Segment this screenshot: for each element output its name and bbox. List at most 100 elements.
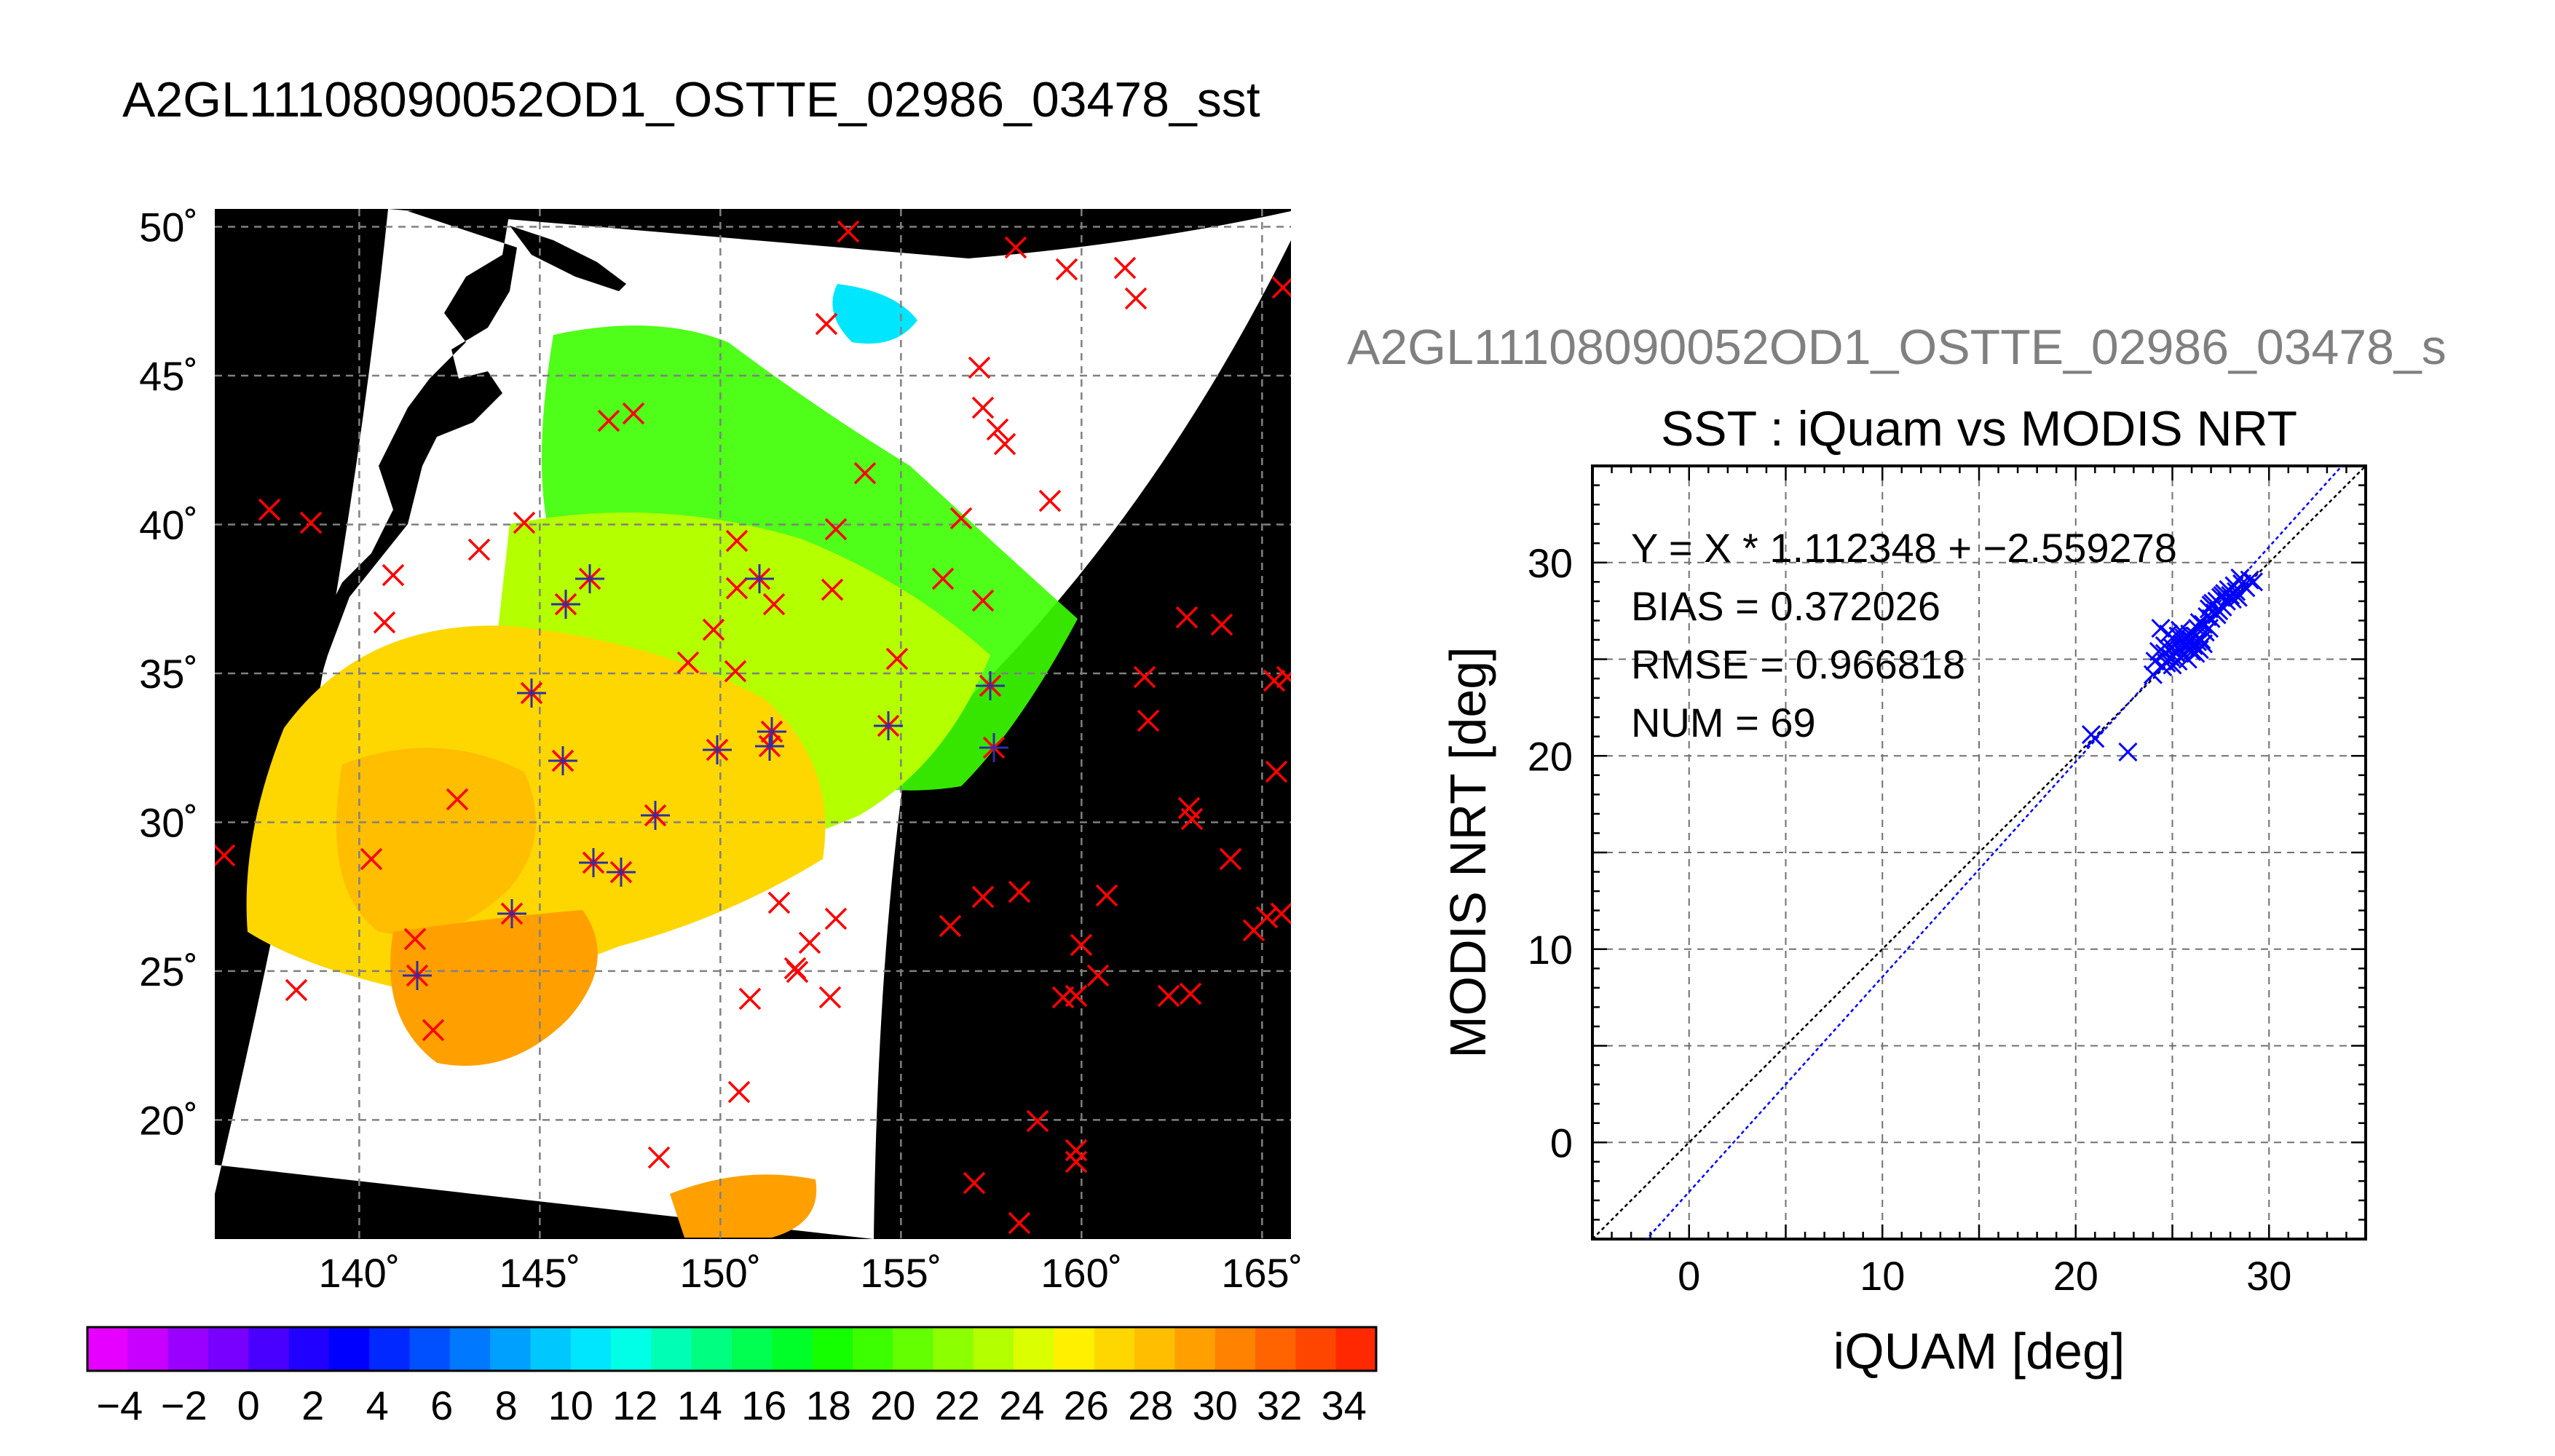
station-marker-matched: [497, 899, 526, 928]
station-marker-red: [767, 891, 791, 914]
station-marker-red: [1008, 880, 1031, 903]
colorbar-frame: [86, 1326, 1378, 1372]
colorbar-cell: [1255, 1327, 1296, 1371]
sst-map-panel: 50˚ 45˚ 40˚ 35˚ 30˚ 25˚ 20˚ 140˚ 145˚ 150˚ 155˚ 16…: [139, 205, 1303, 1296]
colorbar-tick-label: 2: [301, 1382, 324, 1428]
station-marker-red: [403, 927, 427, 951]
station-marker-matched: [755, 732, 784, 761]
map-gridlines: [215, 209, 1291, 1239]
scatter-point: [2163, 638, 2182, 657]
colorbar-cell: [1134, 1327, 1175, 1371]
station-marker-red: [1210, 613, 1233, 636]
scatter-point: [2155, 636, 2174, 655]
colorbar-tick-label: 22: [935, 1382, 980, 1428]
x-axis-label: iQUAM [deg]: [1833, 1323, 2125, 1380]
map-lon-label: 155˚: [860, 1250, 941, 1296]
station-marker-red: [724, 660, 747, 683]
station-marker-red: [1157, 984, 1180, 1008]
station-marker-red: [815, 312, 838, 336]
scatter-point: [2227, 582, 2246, 601]
scatter-point: [2118, 742, 2138, 762]
chart-title: SST : iQuam vs MODIS NRT: [1661, 401, 2297, 456]
colorbar: −4 −2 0 2 4 6 8 10 12 14 16 18 20 22 24 26 28 30 32 34: [86, 1326, 1378, 1428]
scatter-x-tick-label: 20: [2053, 1253, 2098, 1299]
station-marker-red: [1179, 982, 1202, 1005]
scatter-point: [2243, 572, 2264, 592]
stats-fit-equation: Y = X * 1.112348 + −2.559278: [1631, 525, 2177, 571]
colorbar-cell: [973, 1327, 1014, 1371]
map-lat-label: 45˚: [139, 353, 198, 399]
stats-bias: BIAS = 0.372026: [1631, 583, 1940, 629]
colorbar-cell: [1335, 1327, 1377, 1371]
scatter-point: [2213, 585, 2232, 605]
map-latitude-labels: 50˚ 45˚ 40˚ 35˚ 30˚ 25˚ 20˚: [139, 205, 198, 1144]
colorbar-tick-label: 8: [495, 1382, 518, 1428]
sst-field-south-orange: [670, 1174, 817, 1238]
station-marker-matched: [641, 801, 670, 830]
station-marker-red: [597, 409, 620, 432]
scatter-point: [2085, 729, 2105, 748]
scatter-header: A2GL11108090052OD1_OSTTE_02986_03478_s: [1347, 320, 2447, 375]
station-marker-matched: [976, 671, 1005, 700]
map-lat-label: 50˚: [139, 205, 198, 250]
station-marker-red: [1038, 489, 1062, 513]
station-marker-red: [285, 978, 308, 1002]
scatter-point: [2224, 576, 2244, 596]
colorbar-cell: [1215, 1327, 1256, 1371]
station-marker-matched: [551, 590, 580, 619]
colorbar-cell: [288, 1327, 330, 1371]
colorbar-tick-label: 30: [1193, 1382, 1238, 1428]
map-lat-label: 30˚: [139, 799, 198, 845]
map-lat-label: 35˚: [139, 651, 198, 697]
stats-num: NUM = 69: [1631, 700, 1816, 745]
station-marker-red: [949, 507, 973, 530]
colorbar-cell: [852, 1327, 893, 1371]
station-marker-red: [702, 618, 725, 641]
station-marker-red: [360, 847, 383, 871]
station-marker-matched: [403, 961, 432, 990]
scatter-point: [2180, 638, 2200, 657]
colorbar-tick-label: 14: [677, 1382, 722, 1428]
station-marker-red: [762, 593, 786, 616]
figure-title: A2GL11108090052OD1_OSTTE_02986_03478_sst: [122, 72, 1260, 127]
station-marker-red: [513, 511, 536, 534]
station-marker-red: [299, 511, 323, 534]
station-marker-red: [963, 1171, 986, 1195]
station-marker-red: [467, 538, 491, 561]
map-station-markers: [215, 220, 1291, 1235]
station-marker-red: [1175, 606, 1198, 629]
scatter-y-tick-label: 20: [1528, 733, 1573, 779]
station-marker-red: [738, 987, 762, 1010]
map-lon-label: 145˚: [499, 1250, 580, 1296]
station-marker-red: [1276, 665, 1291, 689]
colorbar-tick-label: 18: [806, 1382, 851, 1428]
scatter-y-tick-label: 0: [1550, 1120, 1573, 1166]
station-marker-red: [1055, 258, 1078, 281]
station-marker-red: [727, 1080, 751, 1104]
station-marker-red: [1265, 760, 1288, 783]
stats-rmse: RMSE = 0.966818: [1631, 641, 1965, 687]
colorbar-tick-label: 24: [999, 1382, 1044, 1428]
scatter-stats: Y = X * 1.112348 + −2.559278 BIAS = 0.37…: [1631, 525, 2177, 745]
scatter-point: [2193, 634, 2214, 654]
colorbar-tick-label: −4: [96, 1382, 143, 1428]
colorbar-cell: [812, 1327, 853, 1371]
scatter-tick-labels: 0 10 20 30 0 10 20 30: [1528, 540, 2292, 1299]
colorbar-tick-label: 10: [548, 1382, 593, 1428]
station-marker-red: [853, 462, 877, 485]
station-marker-red: [1070, 933, 1093, 957]
sst-field-orange: [336, 748, 536, 935]
station-marker-red: [931, 567, 955, 590]
scatter-x-tick-label: 0: [1678, 1253, 1700, 1299]
station-marker-red: [1133, 665, 1156, 689]
station-marker-red: [818, 986, 842, 1009]
station-marker-red: [971, 396, 995, 419]
colorbar-cells: [87, 1327, 1377, 1371]
colorbar-cell: [248, 1327, 290, 1371]
station-marker-red: [1004, 236, 1027, 259]
colorbar-cell: [772, 1327, 813, 1371]
scatter-plot: 0 10 20 30 0 10 20 30 Y = X * 1.112348 + −2.559…: [1440, 464, 2367, 1380]
station-marker-red: [783, 957, 807, 980]
colorbar-cell: [127, 1327, 169, 1371]
map-lon-label: 165˚: [1221, 1250, 1303, 1296]
